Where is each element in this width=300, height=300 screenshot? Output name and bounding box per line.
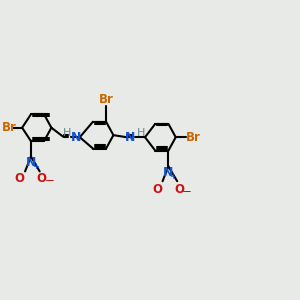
Text: O: O (174, 183, 184, 196)
Text: Br: Br (2, 121, 17, 134)
Text: N: N (26, 156, 36, 169)
Text: H: H (137, 128, 146, 138)
Text: +: + (32, 162, 39, 171)
Text: Br: Br (186, 131, 201, 144)
Text: H: H (62, 128, 71, 138)
Text: Br: Br (99, 93, 113, 106)
Text: N: N (163, 166, 174, 179)
Text: +: + (169, 172, 176, 181)
Text: O: O (152, 183, 162, 196)
Text: −: − (44, 174, 54, 187)
Text: N: N (125, 131, 136, 144)
Text: N: N (70, 131, 81, 144)
Text: O: O (37, 172, 47, 185)
Text: O: O (14, 172, 25, 185)
Text: −: − (182, 185, 191, 198)
